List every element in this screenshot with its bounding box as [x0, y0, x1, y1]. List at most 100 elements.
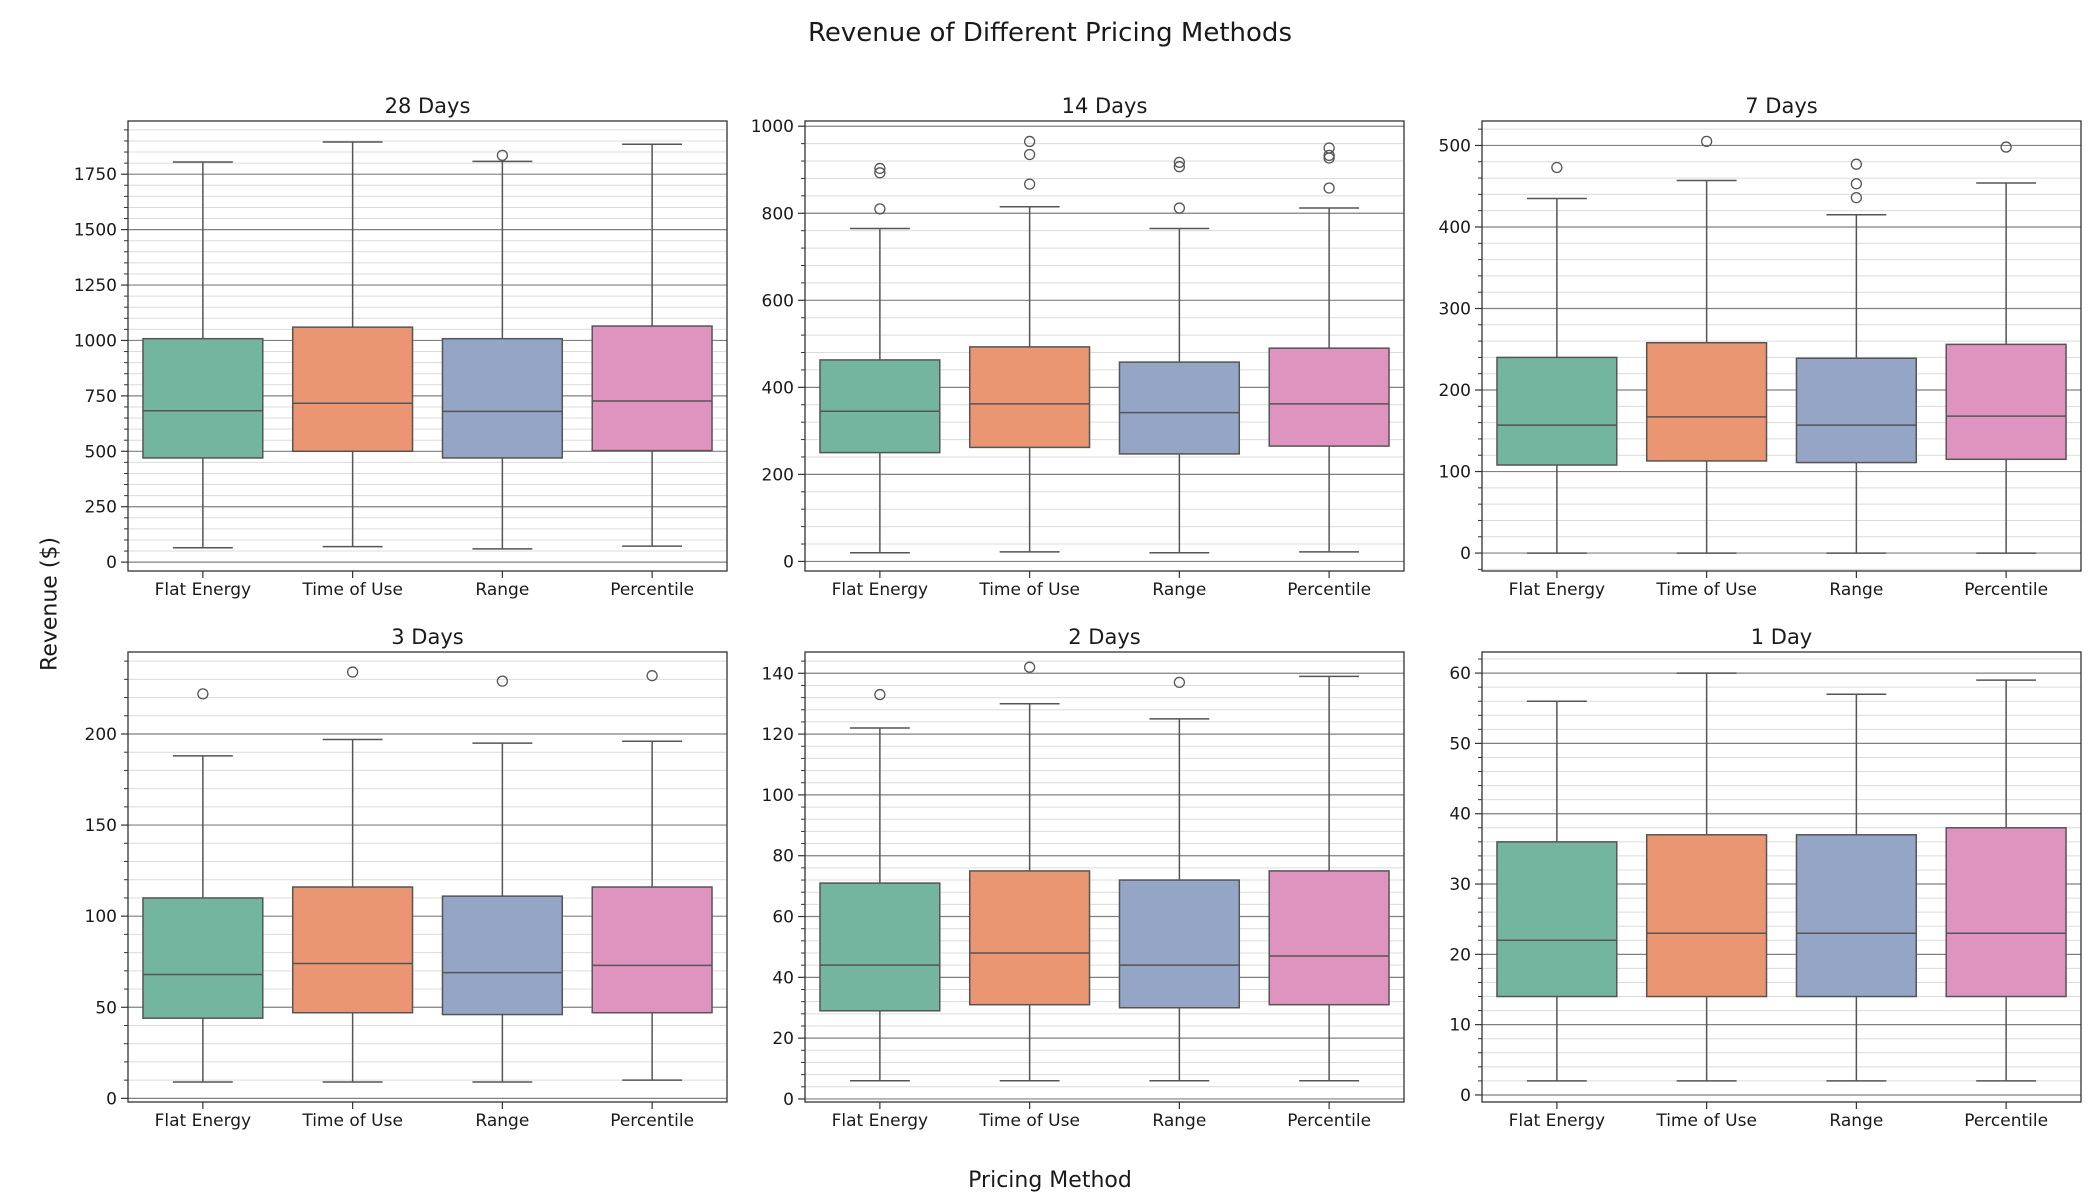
outlier-point: [1023, 148, 1036, 161]
y-tick-label: 40: [772, 968, 794, 988]
box-range: [1795, 693, 1918, 1082]
x-tick-label: Flat Energy: [832, 1111, 929, 1131]
box-time-of-use: [291, 666, 414, 1083]
box-body: [1645, 341, 1768, 462]
x-tick-label: Time of Use: [301, 580, 403, 600]
figure-title: Revenue of Different Pricing Methods: [808, 18, 1292, 48]
outlier-point: [1173, 202, 1186, 214]
x-tick-label: Range: [475, 1111, 529, 1131]
box-time-of-use: [291, 141, 414, 548]
y-tick-label: 120: [762, 725, 794, 745]
outlier-point: [1700, 135, 1713, 148]
y-tick-label: 80: [772, 847, 794, 867]
y-tick-label: 1750: [74, 165, 117, 185]
subplot-title: 3 Days: [391, 625, 463, 649]
outlier-point: [1173, 161, 1186, 173]
outlier-point: [1323, 142, 1335, 154]
y-tick-label: 100: [85, 907, 117, 927]
x-tick-label: Flat Energy: [155, 580, 252, 600]
x-tick-label: Percentile: [1964, 580, 2048, 600]
box-body: [968, 346, 1091, 449]
y-tick-label: 0: [1460, 1086, 1471, 1106]
box-body: [441, 337, 564, 459]
y-tick-label: 30: [1449, 875, 1471, 895]
outlier-point: [1023, 135, 1036, 148]
y-tick-label: 400: [1439, 218, 1471, 238]
outlier-point: [346, 666, 359, 678]
axes-frame: [1481, 651, 2082, 1103]
box-flat-energy: [142, 161, 264, 549]
y-tick-label: 140: [762, 664, 794, 684]
box-range: [441, 149, 564, 550]
y-tick-label: 60: [1449, 664, 1471, 684]
x-tick-label: Flat Energy: [155, 1111, 252, 1131]
box-body: [441, 895, 564, 1016]
box-flat-energy: [1496, 161, 1618, 554]
y-tick-label: 600: [762, 291, 794, 311]
box-range: [1118, 156, 1241, 554]
box-body: [591, 325, 713, 452]
y-tick-label: 0: [783, 552, 794, 572]
box-percentile: [591, 670, 713, 1081]
outlier-point: [874, 162, 886, 175]
x-tick-label: Flat Energy: [1509, 580, 1606, 600]
outlier-point: [1023, 661, 1036, 673]
box-time-of-use: [1645, 135, 1768, 554]
x-tick-label: Time of Use: [301, 1111, 403, 1131]
outlier-point: [197, 688, 209, 700]
subplot-3: 0 100 200 300 400 500 Flat Energy Time of Use Ra…: [1439, 94, 2082, 600]
box-flat-energy: [819, 162, 941, 554]
box-body: [142, 337, 264, 459]
box-range: [441, 675, 564, 1083]
outlier-point: [1323, 182, 1335, 194]
subplot-title: 7 Days: [1745, 94, 1817, 118]
x-tick-label: Range: [1152, 580, 1206, 600]
box-body: [968, 870, 1091, 1006]
subplot-5: 0 20 40 60 80 100 120 140 Flat Energy Time of Use…: [762, 625, 1405, 1131]
outlier-point: [1173, 156, 1186, 168]
box-body: [819, 882, 941, 1012]
box-body: [291, 886, 414, 1014]
outlier-point: [496, 149, 509, 162]
box-body: [291, 326, 414, 453]
y-tick-label: 150: [85, 816, 117, 836]
outlier-point: [1850, 158, 1863, 170]
box-body: [1118, 879, 1241, 1009]
box-body: [819, 359, 941, 454]
y-tick-label: 0: [106, 553, 117, 573]
outlier-point: [1173, 676, 1186, 689]
box-time-of-use: [968, 135, 1091, 553]
outlier-point: [1850, 178, 1863, 190]
outlier-point: [1323, 149, 1335, 162]
axes-frame: [127, 651, 728, 1103]
y-tick-label: 1000: [74, 331, 117, 351]
subplot-2: 0 200 400 600 800 1000 Flat Energy Time of Use R…: [751, 94, 1405, 600]
box-percentile: [1268, 675, 1390, 1082]
box-body: [591, 886, 713, 1014]
y-tick-label: 250: [85, 498, 117, 518]
outlier-point: [496, 675, 509, 687]
x-tick-label: Range: [475, 580, 529, 600]
x-tick-label: Percentile: [1964, 1111, 2048, 1131]
y-tick-label: 50: [1449, 734, 1471, 754]
x-tick-label: Time of Use: [1655, 580, 1757, 600]
axes-frame: [804, 651, 1405, 1103]
outlier-point: [874, 203, 886, 215]
subplot-title: 1 Day: [1751, 625, 1813, 649]
axes-frame: [804, 120, 1405, 572]
y-tick-label: 1500: [74, 221, 117, 241]
y-tick-label: 0: [106, 1089, 117, 1109]
y-tick-label: 300: [1439, 300, 1471, 320]
box-body: [1496, 356, 1618, 466]
box-flat-energy: [819, 688, 941, 1082]
y-tick-label: 500: [1439, 136, 1471, 156]
x-tick-label: Percentile: [1287, 580, 1371, 600]
x-tick-label: Percentile: [1287, 1111, 1371, 1131]
y-tick-label: 500: [85, 442, 117, 462]
axes-frame: [127, 120, 728, 572]
outlier-point: [874, 688, 886, 701]
y-tick-label: 200: [1439, 381, 1471, 401]
axes-frame: [1481, 120, 2082, 572]
